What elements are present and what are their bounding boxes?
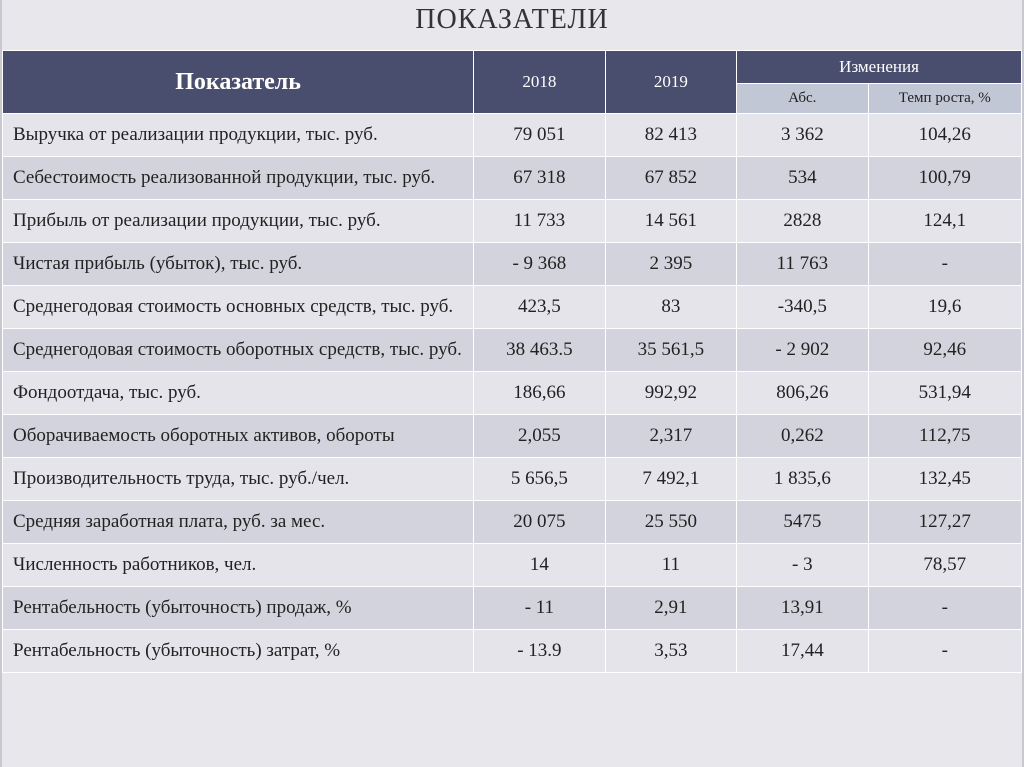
cell-2019: 992,92 [605, 372, 736, 415]
col-header-2018: 2018 [474, 51, 605, 114]
cell-rate: 531,94 [868, 372, 1021, 415]
table-row: Выручка от реализации продукции, тыс. ру… [3, 114, 1022, 157]
table-row: Среднегодовая стоимость оборотных средст… [3, 329, 1022, 372]
cell-rate: 127,27 [868, 501, 1021, 544]
cell-abs: 0,262 [737, 415, 868, 458]
cell-2018: 79 051 [474, 114, 605, 157]
cell-label: Средняя заработная плата, руб. за мес. [3, 501, 474, 544]
col-header-2019: 2019 [605, 51, 736, 114]
table-head: Показатель 2018 2019 Изменения Абс. Темп… [3, 51, 1022, 114]
cell-2018: 67 318 [474, 157, 605, 200]
cell-abs: 5475 [737, 501, 868, 544]
table-row: Рентабельность (убыточность) затрат, %- … [3, 630, 1022, 673]
cell-label: Рентабельность (убыточность) затрат, % [3, 630, 474, 673]
cell-label: Выручка от реализации продукции, тыс. ру… [3, 114, 474, 157]
table-row: Производительность труда, тыс. руб./чел.… [3, 458, 1022, 501]
table-body: Выручка от реализации продукции, тыс. ру… [3, 114, 1022, 673]
cell-abs: - 3 [737, 544, 868, 587]
cell-rate: 124,1 [868, 200, 1021, 243]
cell-2019: 14 561 [605, 200, 736, 243]
cell-abs: - 2 902 [737, 329, 868, 372]
cell-rate: 100,79 [868, 157, 1021, 200]
col-header-indicator: Показатель [3, 51, 474, 114]
cell-abs: 1 835,6 [737, 458, 868, 501]
cell-rate: - [868, 587, 1021, 630]
cell-label: Рентабельность (убыточность) продаж, % [3, 587, 474, 630]
cell-2019: 67 852 [605, 157, 736, 200]
cell-2019: 2,91 [605, 587, 736, 630]
cell-label: Среднегодовая стоимость основных средств… [3, 286, 474, 329]
cell-abs: -340,5 [737, 286, 868, 329]
cell-2019: 82 413 [605, 114, 736, 157]
page-title-line2: показатели [2, 4, 1022, 36]
cell-abs: 3 362 [737, 114, 868, 157]
cell-2018: - 9 368 [474, 243, 605, 286]
cell-abs: 13,91 [737, 587, 868, 630]
table-row: Средняя заработная плата, руб. за мес.20… [3, 501, 1022, 544]
cell-abs: 534 [737, 157, 868, 200]
cell-rate: 78,57 [868, 544, 1021, 587]
cell-label: Оборачиваемость оборотных активов, оборо… [3, 415, 474, 458]
table-row: Фондоотдача, тыс. руб.186,66992,92806,26… [3, 372, 1022, 415]
cell-rate: - [868, 243, 1021, 286]
table-row: Численность работников, чел.1411- 378,57 [3, 544, 1022, 587]
cell-2019: 11 [605, 544, 736, 587]
cell-label: Производительность труда, тыс. руб./чел. [3, 458, 474, 501]
table-row: Себестоимость реализованной продукции, т… [3, 157, 1022, 200]
col-header-abs: Абс. [737, 84, 868, 114]
page-root: показатели Показатель 2018 2019 Изменени… [0, 0, 1024, 767]
cell-abs: 806,26 [737, 372, 868, 415]
cell-2018: 5 656,5 [474, 458, 605, 501]
cell-2018: - 11 [474, 587, 605, 630]
page-title-block: показатели [2, 0, 1022, 50]
cell-2019: 83 [605, 286, 736, 329]
cell-abs: 11 763 [737, 243, 868, 286]
table-row: Оборачиваемость оборотных активов, оборо… [3, 415, 1022, 458]
table-row: Рентабельность (убыточность) продаж, %- … [3, 587, 1022, 630]
cell-label: Прибыль от реализации продукции, тыс. ру… [3, 200, 474, 243]
cell-2018: 186,66 [474, 372, 605, 415]
cell-label: Фондоотдача, тыс. руб. [3, 372, 474, 415]
cell-2019: 2 395 [605, 243, 736, 286]
table-row: Прибыль от реализации продукции, тыс. ру… [3, 200, 1022, 243]
table-row: Чистая прибыль (убыток), тыс. руб.- 9 36… [3, 243, 1022, 286]
cell-2018: - 13.9 [474, 630, 605, 673]
cell-rate: - [868, 630, 1021, 673]
cell-label: Чистая прибыль (убыток), тыс. руб. [3, 243, 474, 286]
cell-2019: 7 492,1 [605, 458, 736, 501]
cell-2018: 38 463.5 [474, 329, 605, 372]
cell-rate: 132,45 [868, 458, 1021, 501]
cell-abs: 2828 [737, 200, 868, 243]
cell-label: Численность работников, чел. [3, 544, 474, 587]
cell-2018: 11 733 [474, 200, 605, 243]
cell-abs: 17,44 [737, 630, 868, 673]
cell-rate: 112,75 [868, 415, 1021, 458]
cell-2018: 423,5 [474, 286, 605, 329]
cell-2019: 3,53 [605, 630, 736, 673]
cell-rate: 19,6 [868, 286, 1021, 329]
cell-2018: 20 075 [474, 501, 605, 544]
col-header-changes: Изменения [737, 51, 1022, 84]
cell-2019: 35 561,5 [605, 329, 736, 372]
cell-2019: 2,317 [605, 415, 736, 458]
cell-rate: 92,46 [868, 329, 1021, 372]
cell-label: Среднегодовая стоимость оборотных средст… [3, 329, 474, 372]
cell-rate: 104,26 [868, 114, 1021, 157]
cell-label: Себестоимость реализованной продукции, т… [3, 157, 474, 200]
indicators-table: Показатель 2018 2019 Изменения Абс. Темп… [2, 50, 1022, 673]
col-header-rate: Темп роста, % [868, 84, 1021, 114]
cell-2018: 2,055 [474, 415, 605, 458]
cell-2019: 25 550 [605, 501, 736, 544]
cell-2018: 14 [474, 544, 605, 587]
table-row: Среднегодовая стоимость основных средств… [3, 286, 1022, 329]
